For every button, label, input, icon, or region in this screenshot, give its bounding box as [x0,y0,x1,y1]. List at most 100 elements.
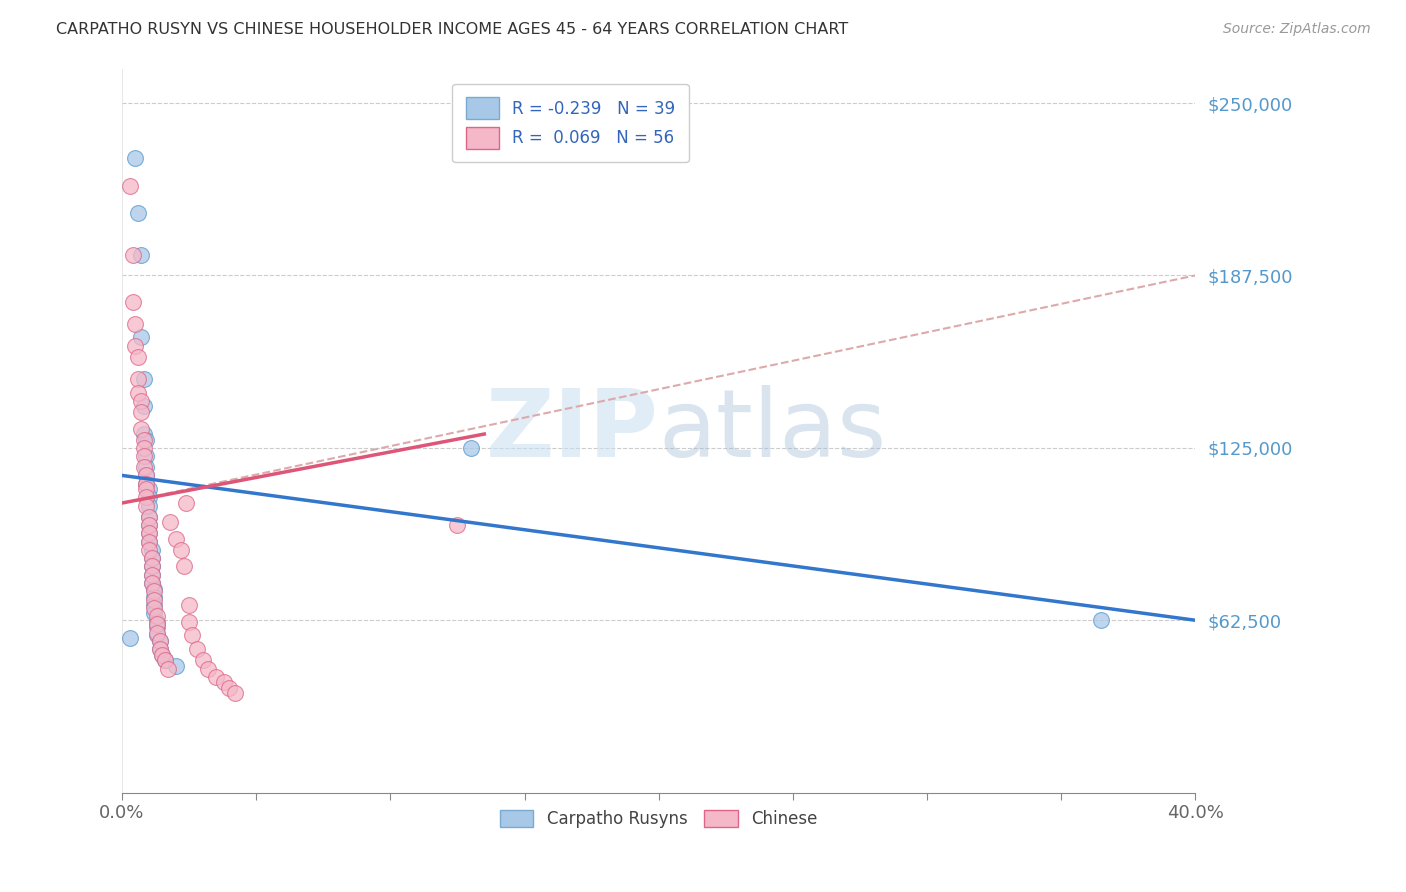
Point [129,405,152,419]
Point [224,686,246,700]
Point [146,609,169,624]
Point [141,576,163,591]
Point [146,617,169,632]
Text: Source: ZipAtlas.com: Source: ZipAtlas.com [1223,22,1371,37]
Point [138,534,160,549]
Point [129,330,152,344]
Point [127,206,149,220]
Point [135,460,157,475]
Point [135,476,157,491]
Point [138,542,160,557]
Point [143,590,166,604]
Point [146,628,169,642]
Point [218,681,240,695]
Point [150,648,173,662]
Point [135,468,157,483]
Point [121,294,143,309]
Point [132,427,155,442]
Point [149,634,172,648]
Point [138,534,160,549]
Point [141,567,163,582]
Point [132,372,155,386]
Point [138,509,160,524]
Point [129,393,152,408]
Point [180,628,202,642]
Point [135,433,157,447]
Point [146,620,169,634]
Point [143,592,166,607]
Point [141,559,163,574]
Point [205,670,228,684]
Point [460,441,482,455]
Point [143,600,166,615]
Point [143,584,166,599]
Point [138,491,160,505]
Point [165,658,187,673]
Text: ZIP: ZIP [486,384,658,476]
Point [173,559,195,574]
Point [176,496,198,510]
Point [141,559,163,574]
Point [132,433,155,447]
Point [149,642,172,657]
Point [170,542,193,557]
Point [135,468,157,483]
Point [446,518,468,533]
Point [143,582,166,596]
Point [132,400,155,414]
Point [138,518,160,533]
Point [120,631,142,645]
Point [124,339,146,353]
Point [121,248,143,262]
Point [138,509,160,524]
Point [135,499,157,513]
Point [135,491,157,505]
Point [124,317,146,331]
Point [132,441,155,455]
Point [191,653,214,667]
Point [143,598,166,612]
Point [127,372,149,386]
Point [149,642,172,657]
Point [135,449,157,463]
Point [146,625,169,640]
Point [149,634,172,648]
Point [127,385,149,400]
Point [138,526,160,541]
Point [135,476,157,491]
Point [179,615,201,629]
Point [159,516,181,530]
Point [165,532,187,546]
Point [186,642,208,657]
Point [150,648,173,662]
Point [143,607,166,621]
Point [212,675,235,690]
Point [129,421,152,435]
Point [1090,613,1112,627]
Point [153,653,176,667]
Point [132,449,155,463]
Point [138,499,160,513]
Point [135,482,157,496]
Point [153,653,176,667]
Point [120,178,142,193]
Text: atlas: atlas [658,384,887,476]
Point [146,615,169,629]
Point [138,526,160,541]
Point [141,567,163,582]
Point [129,248,152,262]
Point [141,576,163,591]
Point [141,542,163,557]
Point [179,598,201,612]
Point [141,551,163,566]
Y-axis label: Householder Income Ages 45 - 64 years: Householder Income Ages 45 - 64 years [0,277,7,584]
Point [138,482,160,496]
Point [124,151,146,165]
Point [141,551,163,566]
Point [138,518,160,533]
Text: CARPATHO RUSYN VS CHINESE HOUSEHOLDER INCOME AGES 45 - 64 YEARS CORRELATION CHAR: CARPATHO RUSYN VS CHINESE HOUSEHOLDER IN… [56,22,848,37]
Point [197,661,219,675]
Point [156,661,179,675]
Legend: Carpatho Rusyns, Chinese: Carpatho Rusyns, Chinese [494,804,824,835]
Point [132,460,155,475]
